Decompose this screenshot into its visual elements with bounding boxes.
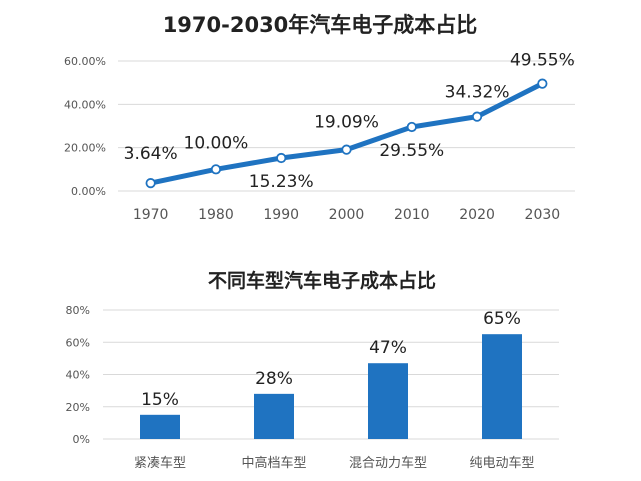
data-point [537, 78, 548, 89]
y-tick-label: 0.00% [71, 185, 106, 198]
bar-chart-title: 不同车型汽车电子成本占比 [208, 269, 436, 292]
data-label: 49.55% [510, 51, 575, 71]
y-tick-label: 20% [66, 401, 90, 414]
data-point [145, 178, 156, 189]
bar [368, 363, 408, 439]
x-tick-label: 1970 [133, 207, 169, 223]
data-label: 3.64% [124, 144, 178, 164]
x-tick-label: 2020 [459, 207, 495, 223]
data-label: 47% [369, 338, 407, 358]
bar [482, 334, 522, 439]
data-point [276, 152, 287, 164]
bar-chart: 不同车型汽车电子成本占比 0% 20% 40% 60% 80% 15% 28% 47% 65%… [66, 269, 559, 471]
data-point [341, 144, 352, 155]
y-tick-label: 60% [66, 336, 90, 349]
y-tick-label: 80% [66, 304, 90, 317]
x-tick-label: 1980 [198, 207, 234, 223]
bar [140, 414, 180, 439]
x-tick-label: 2030 [525, 207, 561, 223]
x-tick-label: 紧凑车型 [134, 455, 186, 471]
x-tick-label: 1990 [263, 207, 299, 223]
data-label: 15% [141, 390, 179, 410]
x-tick-label: 2010 [394, 207, 430, 223]
y-tick-label: 0% [73, 433, 90, 446]
x-tick-label: 纯电动车型 [469, 455, 534, 471]
data-label: 15.23% [249, 172, 314, 192]
data-point [471, 111, 483, 122]
data-label: 29.55% [379, 141, 444, 161]
line-chart-title: 1970-2030年汽车电子成本占比 [163, 13, 478, 37]
x-tick-label: 2000 [329, 207, 365, 223]
x-tick-label: 混合动力车型 [349, 455, 427, 471]
data-label: 34.32% [445, 83, 510, 103]
data-label: 10.00% [184, 133, 249, 153]
y-tick-label: 40% [66, 369, 90, 382]
line-chart: 1970-2030年汽车电子成本占比 0.00% 20.00% 40.00% 60.0… [64, 13, 575, 223]
data-label: 65% [483, 309, 521, 329]
data-point [406, 121, 417, 133]
x-tick-label: 中高档车型 [241, 455, 306, 471]
bar [254, 393, 294, 439]
data-label: 19.09% [314, 113, 379, 133]
y-tick-label: 60.00% [64, 55, 106, 68]
data-point [210, 164, 222, 175]
y-tick-label: 20.00% [64, 142, 106, 155]
data-label: 28% [255, 369, 293, 389]
y-tick-label: 40.00% [64, 98, 106, 111]
